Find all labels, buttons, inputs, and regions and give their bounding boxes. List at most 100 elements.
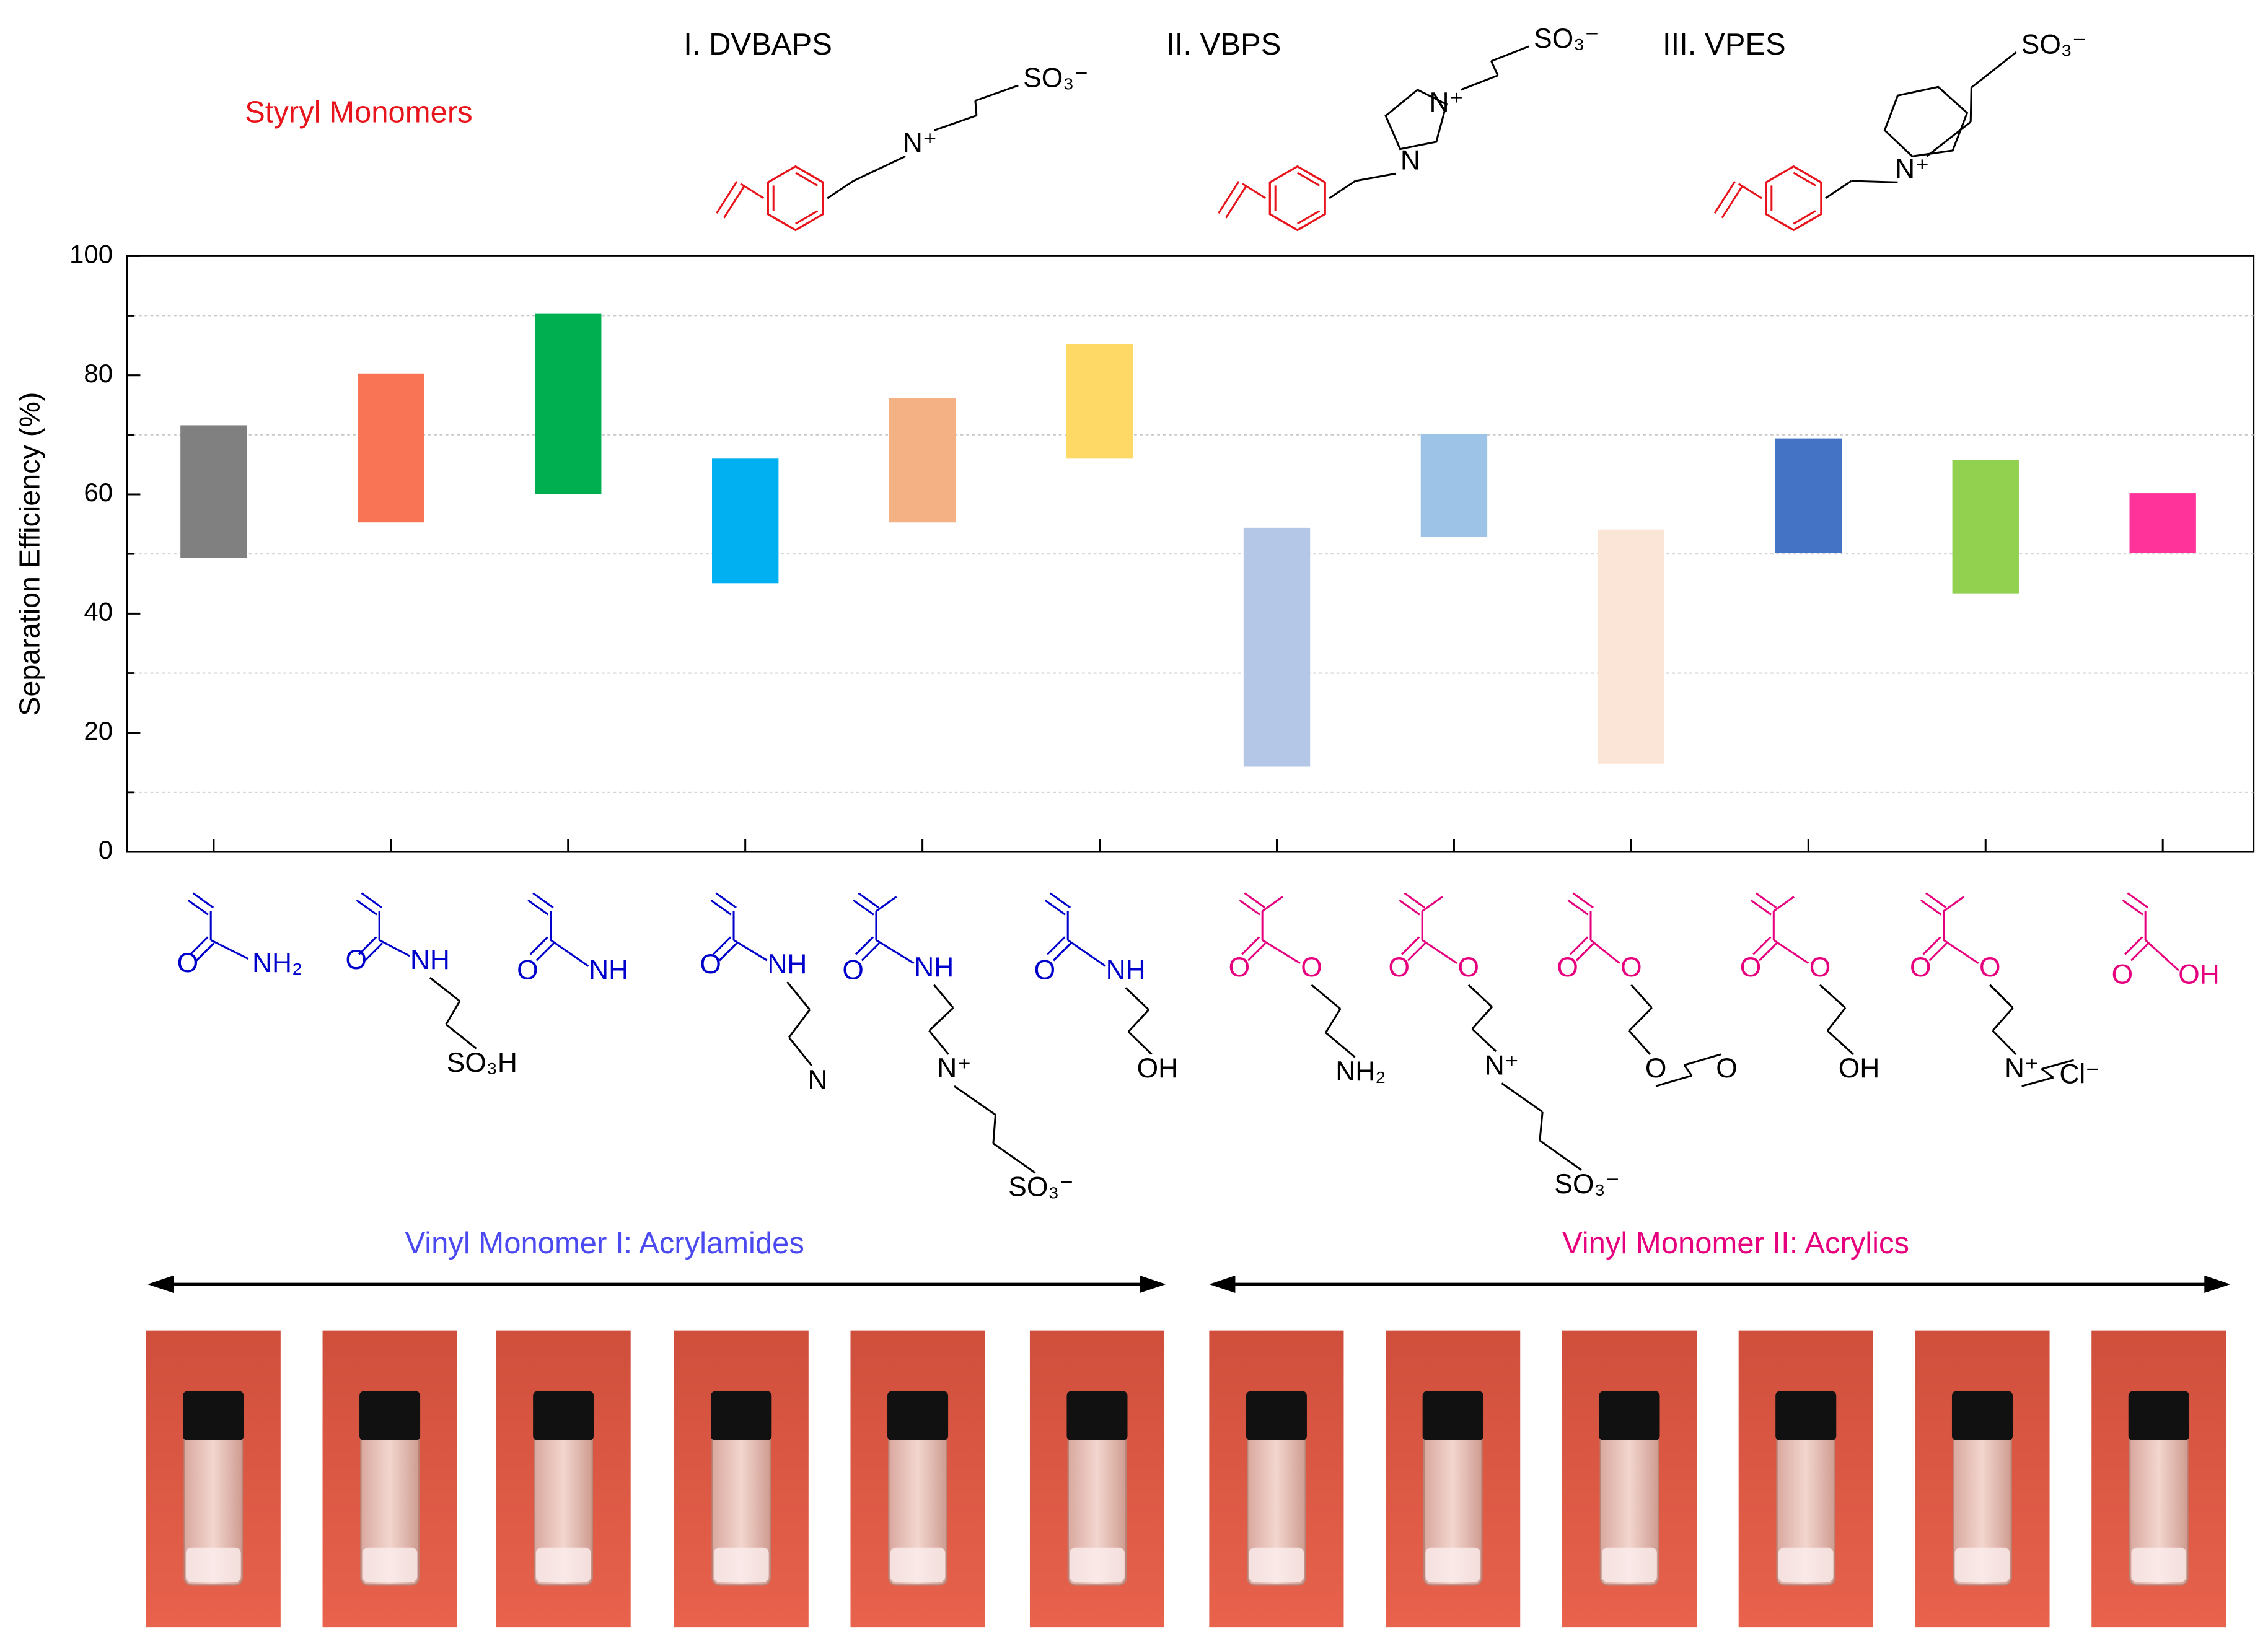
bond (934, 114, 977, 131)
bond (1721, 185, 1743, 219)
vial-liquid (362, 1547, 418, 1582)
benzene-ring (767, 165, 824, 232)
bond (1297, 172, 1321, 186)
atom-label: N⁺ (1485, 1051, 1519, 1081)
atom-label: NH (1106, 955, 1146, 985)
bond (1755, 892, 1777, 909)
y-tick-label: 60 (84, 478, 113, 507)
bond (1053, 942, 1072, 962)
atom-label: OH (1137, 1053, 1179, 1084)
bond (1471, 1006, 1493, 1030)
atom-label: NH (589, 955, 628, 985)
vial-cap (711, 1391, 772, 1441)
range-bar (1066, 344, 1133, 459)
bond (853, 155, 906, 182)
monomer-name: I. DVBAPS (683, 28, 832, 61)
bond (1713, 181, 1736, 214)
bond (1422, 896, 1443, 912)
atom-label: O (1979, 952, 2000, 983)
bond (2041, 1059, 2075, 1070)
atom-label: NH₂ (252, 948, 302, 978)
atom-label: NH₂ (1335, 1056, 1386, 1087)
bond (992, 1115, 996, 1144)
bond (1239, 899, 1260, 916)
atom-label: O (842, 955, 863, 985)
bond (1244, 892, 1266, 909)
atom-label: O (2112, 959, 2133, 989)
vial-liquid (1070, 1547, 1125, 1582)
range-bar (1598, 529, 1665, 764)
bond (1992, 1030, 2017, 1055)
range-bar (712, 458, 779, 584)
y-tick-label: 40 (84, 597, 113, 626)
bond (933, 984, 954, 1009)
bond (1920, 899, 1942, 916)
vial-cap (1422, 1391, 1483, 1441)
bond (2122, 899, 2143, 916)
bond (550, 939, 589, 967)
vial-liquid (185, 1547, 241, 1582)
bond (1630, 984, 1653, 1009)
vial-liquid (1425, 1547, 1481, 1582)
bond (1399, 899, 1420, 916)
atom-label: O (1620, 952, 1642, 983)
monomer-name: III. VPES (1663, 28, 1786, 61)
atom-label: O (1645, 1053, 1666, 1084)
bond (2021, 1076, 2054, 1087)
bond (445, 1023, 477, 1049)
bond (535, 942, 555, 962)
y-tick-label: 20 (84, 716, 113, 745)
atom-label: SO₃H (447, 1048, 517, 1078)
bond (716, 181, 738, 214)
atom-label: N (807, 1065, 827, 1095)
vial-cap (183, 1391, 244, 1441)
bond (975, 84, 1019, 102)
atom-label: OH (1839, 1053, 1880, 1084)
atom-label: SO₃⁻ (1023, 63, 1089, 93)
bond (1793, 172, 1816, 186)
bond (1773, 939, 1809, 965)
bond (1759, 942, 1778, 962)
bond (1569, 936, 1589, 955)
bond (954, 1085, 996, 1116)
vial-liquid (1778, 1547, 1834, 1582)
atom-label: NH (914, 952, 954, 983)
bond (718, 942, 738, 962)
bond (1467, 984, 1493, 1008)
atom-label: O (1458, 952, 1479, 983)
bond (1247, 942, 1267, 962)
bond (827, 180, 855, 199)
vial-liquid (1954, 1547, 2010, 1582)
vial-liquid (535, 1547, 591, 1582)
bond (853, 899, 874, 916)
bond (712, 936, 732, 955)
bond (1793, 210, 1816, 225)
atom-label: SO₃⁻ (2021, 30, 2087, 60)
bond (788, 1009, 811, 1038)
bond (1242, 183, 1267, 199)
bond (1404, 892, 1426, 909)
bond (1655, 1074, 1692, 1087)
bond (1125, 987, 1149, 1010)
bond (358, 936, 377, 955)
bond (210, 939, 249, 960)
range-bar (1243, 527, 1311, 767)
bond (1827, 1030, 1854, 1055)
range-bar (1775, 438, 1842, 553)
bond (1922, 936, 1941, 955)
bond (190, 936, 209, 955)
bond (1572, 892, 1594, 909)
range-bar (180, 425, 247, 558)
atom-label: OH (2178, 959, 2220, 989)
benzene-ring (1268, 165, 1326, 232)
atom-label: O (177, 948, 198, 978)
atom-label: SO₃⁻ (1534, 24, 1599, 54)
bond (858, 892, 879, 909)
y-tick-label: 0 (99, 835, 113, 864)
y-axis-label: Separation Efficiency (%) (14, 392, 46, 716)
bond (1989, 984, 2014, 1009)
bond (1773, 896, 1795, 912)
vial-cap (1066, 1391, 1128, 1441)
benzene-ring (1765, 165, 1822, 232)
bond (733, 939, 768, 962)
